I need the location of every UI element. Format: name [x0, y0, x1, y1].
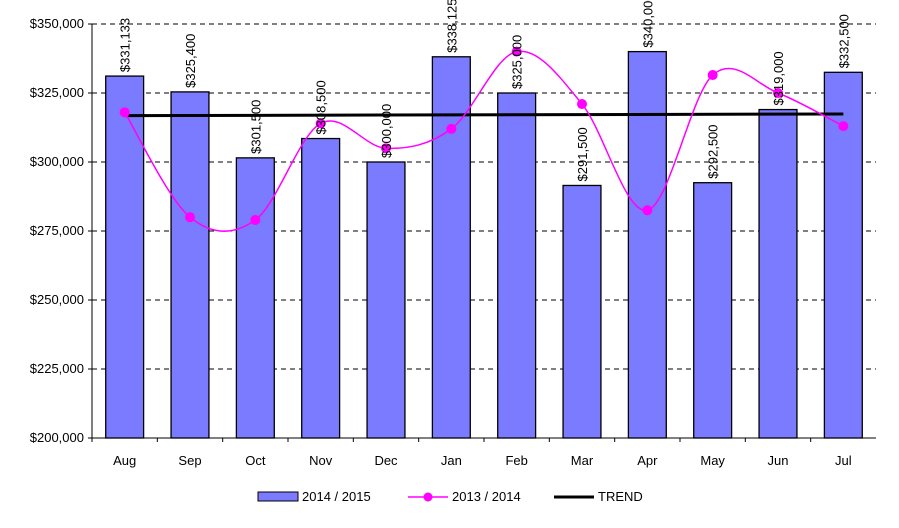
x-tick-label: Feb — [505, 453, 527, 468]
bar — [627, 50, 667, 439]
prev-year-point — [119, 107, 130, 118]
x-tick-label: Dec — [374, 453, 398, 468]
bar-data-label: $325,000 — [510, 35, 525, 89]
y-tick-label: $200,000 — [30, 430, 84, 445]
legend-swatch-marker — [423, 492, 433, 502]
trend-line — [124, 112, 844, 118]
x-tick-label: May — [700, 453, 725, 468]
data-labels: $331,133 $325,400 $301,500 $308,500 $300,000… — [118, 0, 852, 181]
bar-data-label: $291,500 — [575, 127, 590, 181]
prev-year-point — [773, 88, 783, 98]
bar — [301, 137, 341, 439]
bar — [823, 71, 863, 439]
prev-year-point — [315, 118, 326, 129]
legend-label-trend: TREND — [598, 489, 643, 504]
bar — [235, 157, 275, 439]
legend-label-bar: 2014 / 2015 — [302, 489, 371, 504]
y-tick-labels: $200,000 $225,000 $250,000 $275,000 $300,000… — [30, 16, 84, 445]
x-tick-label: Jul — [835, 453, 852, 468]
bar-data-label: $301,500 — [248, 100, 263, 154]
prev-year-point — [642, 205, 653, 216]
bar — [693, 182, 733, 439]
bars-group — [105, 50, 863, 439]
x-tick-label: Apr — [637, 453, 658, 468]
prev-year-point — [511, 46, 522, 57]
bar-data-label: $340,000 — [640, 0, 655, 48]
x-tick-label: Sep — [178, 453, 201, 468]
legend-label-prev-year: 2013 / 2014 — [452, 489, 521, 504]
prev-year-point — [446, 123, 457, 134]
trend-line-group — [124, 112, 844, 118]
bar-data-label: $319,000 — [771, 51, 786, 105]
x-tick-label: Oct — [245, 453, 266, 468]
x-tick-label: Nov — [309, 453, 333, 468]
bar-data-label: $338,125 — [444, 0, 459, 53]
legend-swatch-bar — [257, 491, 299, 502]
bar-data-label: $325,400 — [183, 34, 198, 88]
bar-data-label: $331,133 — [118, 18, 133, 72]
bar — [105, 75, 145, 439]
x-tick-label: Aug — [113, 453, 136, 468]
bar — [562, 184, 602, 439]
x-tick-label: Jan — [441, 453, 462, 468]
y-tick-label: $300,000 — [30, 154, 84, 169]
prev-year-point — [185, 212, 195, 223]
bar-data-label: $292,500 — [706, 124, 721, 178]
y-tick-label: $325,000 — [30, 85, 84, 100]
x-tick-label: Jun — [768, 453, 789, 468]
x-tick-labels: Aug Sep Oct Nov Dec Jan Feb Mar Apr May Jun Jul — [113, 453, 852, 468]
legend: 2014 / 2015 2013 / 2014 TREND — [257, 489, 643, 504]
prev-year-point — [707, 70, 718, 81]
prev-year-line-group — [119, 46, 849, 232]
bar — [758, 108, 798, 439]
prev-year-point — [250, 214, 261, 225]
bar-data-label: $308,500 — [314, 80, 329, 134]
bar — [366, 161, 406, 439]
bar — [170, 91, 210, 439]
bar-data-label: $332,500 — [836, 14, 851, 68]
y-tick-label: $350,000 — [30, 16, 84, 31]
bar — [431, 56, 471, 439]
y-tick-label: $275,000 — [30, 223, 84, 238]
y-tick-label: $225,000 — [30, 361, 84, 376]
x-tick-label: Mar — [571, 453, 594, 468]
bar — [497, 92, 537, 439]
bar-data-label: $300,000 — [379, 104, 394, 158]
y-tick-label: $250,000 — [30, 292, 84, 307]
axes — [91, 24, 876, 439]
prev-year-point — [381, 143, 391, 154]
prev-year-point — [838, 121, 849, 132]
prev-year-line — [124, 50, 844, 232]
prev-year-point — [577, 99, 587, 110]
